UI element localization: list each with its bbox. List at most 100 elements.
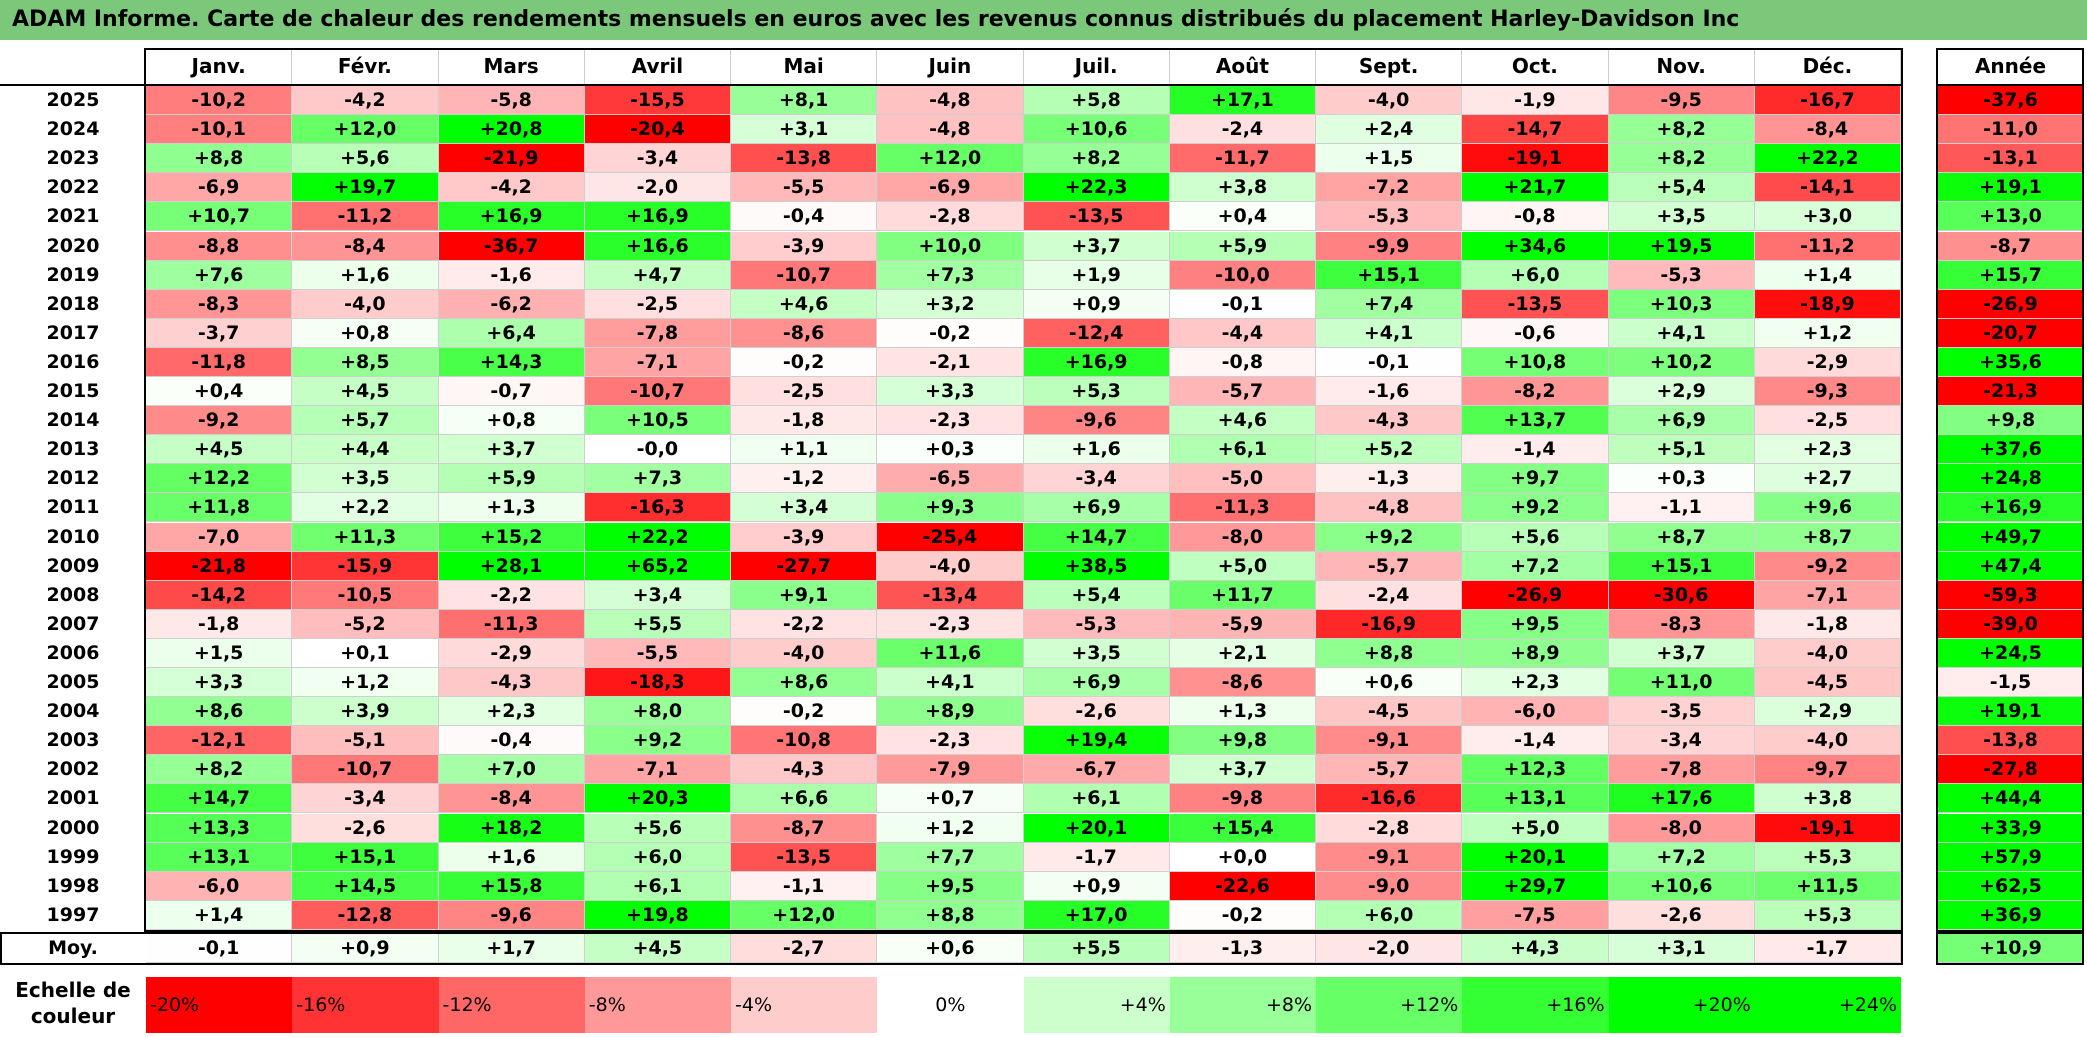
heatmap-cell: -27,7 <box>731 551 878 581</box>
average-row-label: Moy. <box>48 936 98 959</box>
heatmap-cell: -8,4 <box>1754 115 1901 145</box>
heatmap-cell: -5,2 <box>292 609 439 639</box>
heatmap-cell: +15,1 <box>1316 260 1463 290</box>
heatmap-cell: -7,9 <box>877 755 1024 785</box>
heatmap-cell: +4,1 <box>877 668 1024 698</box>
column-header: Sept. <box>1316 48 1463 84</box>
heatmap-cell: -5,8 <box>438 86 585 116</box>
heatmap-cell: -21,9 <box>438 144 585 174</box>
heatmap-cell: -18,3 <box>584 668 731 698</box>
average-cell: -2,7 <box>731 933 878 963</box>
heatmap-cell: -9,9 <box>1316 231 1463 261</box>
heatmap-cell: -6,2 <box>438 289 585 319</box>
heatmap-cell: -4,0 <box>877 551 1024 581</box>
heatmap-cell: +11,8 <box>146 493 293 523</box>
heatmap-cell: -13,4 <box>877 580 1024 610</box>
heatmap-cell: -2,6 <box>1023 697 1170 727</box>
heatmap-cell: +16,9 <box>1023 347 1170 377</box>
heatmap-cell: +4,1 <box>1608 318 1755 348</box>
heatmap-cell: -2,0 <box>584 173 731 203</box>
heatmap-cell: -16,6 <box>1316 784 1463 814</box>
heatmap-cell: +0,4 <box>1169 202 1316 232</box>
annual-cell: -27,8 <box>1938 755 2084 785</box>
heatmap-cell: -5,7 <box>1316 755 1463 785</box>
heatmap-cell: -4,8 <box>877 115 1024 145</box>
heatmap-cell: -22,6 <box>1169 871 1316 901</box>
heatmap-cell: +1,4 <box>146 900 293 930</box>
heatmap-cell: +12,3 <box>1462 755 1609 785</box>
heatmap-cell: +7,2 <box>1608 842 1755 872</box>
heatmap-cell: +4,5 <box>292 377 439 407</box>
heatmap-cell: +2,3 <box>1462 668 1609 698</box>
heatmap-cell: -14,1 <box>1754 173 1901 203</box>
annual-cell: -20,7 <box>1938 318 2084 348</box>
heatmap-cell: -6,7 <box>1023 755 1170 785</box>
column-header: Juil. <box>1024 48 1170 84</box>
heatmap-cell: +0,8 <box>292 318 439 348</box>
heatmap-cell: -7,2 <box>1316 173 1463 203</box>
heatmap-cell: -9,5 <box>1608 86 1755 116</box>
heatmap-cell: +65,2 <box>584 551 731 581</box>
heatmap-cell: -25,4 <box>877 522 1024 552</box>
heatmap-cell: -8,8 <box>146 231 293 261</box>
annual-cell: +16,9 <box>1938 493 2084 523</box>
heatmap-cell: +13,1 <box>1462 784 1609 814</box>
heatmap-cell: -18,9 <box>1754 289 1901 319</box>
heatmap-cell: -2,9 <box>438 638 585 668</box>
heatmap-cell: +9,3 <box>877 493 1024 523</box>
heatmap-cell: +12,0 <box>292 115 439 145</box>
heatmap-cell: +1,5 <box>146 638 293 668</box>
annual-cell: +47,4 <box>1938 551 2084 581</box>
heatmap-cell: +11,7 <box>1169 580 1316 610</box>
heatmap-cell: -4,0 <box>1754 638 1901 668</box>
heatmap-cell: -36,7 <box>438 231 585 261</box>
annual-cell: -1,5 <box>1938 668 2084 698</box>
heatmap-cell: +2,3 <box>1754 435 1901 465</box>
heatmap-cell: +2,7 <box>1754 464 1901 494</box>
average-cell: -0,1 <box>146 933 293 963</box>
heatmap-cell: -3,4 <box>584 144 731 174</box>
heatmap-cell: +16,6 <box>584 231 731 261</box>
heatmap-cell: -6,9 <box>146 173 293 203</box>
annual-cell: +24,5 <box>1938 638 2084 668</box>
heatmap-cell: +4,6 <box>731 289 878 319</box>
annual-cell: -11,0 <box>1938 115 2084 145</box>
heatmap-cell: +6,0 <box>584 842 731 872</box>
heatmap-cell: -9,6 <box>438 900 585 930</box>
heatmap-cell: -3,7 <box>146 318 293 348</box>
heatmap-cell: +5,9 <box>438 464 585 494</box>
heatmap-cell: -11,2 <box>292 202 439 232</box>
heatmap-cell: +2,3 <box>438 697 585 727</box>
heatmap-cell: +34,6 <box>1462 231 1609 261</box>
heatmap-cell: +14,7 <box>1023 522 1170 552</box>
heatmap-cell: -4,8 <box>1316 493 1463 523</box>
heatmap-cell: -0,1 <box>1316 347 1463 377</box>
heatmap-cell: +10,7 <box>146 202 293 232</box>
heatmap-cell: -4,3 <box>1316 406 1463 436</box>
annual-cell: +44,4 <box>1938 784 2084 814</box>
heatmap-cell: +2,1 <box>1169 638 1316 668</box>
row-year-label: 2024 <box>46 118 100 141</box>
annual-column-header: Année <box>1938 48 2084 84</box>
heatmap-cell: -0,2 <box>1169 900 1316 930</box>
heatmap-cell: -10,7 <box>584 377 731 407</box>
color-scale-swatch: -8% <box>584 977 731 1033</box>
heatmap-cell: -3,9 <box>731 522 878 552</box>
heatmap-cell: +8,9 <box>1462 638 1609 668</box>
color-scale-swatch: 0% <box>877 977 1024 1033</box>
heatmap-cell: -8,0 <box>1608 813 1755 843</box>
heatmap-cell: +8,8 <box>146 144 293 174</box>
heatmap-cell: +8,2 <box>1608 144 1755 174</box>
heatmap-cell: +22,2 <box>584 522 731 552</box>
heatmap-cell: +5,7 <box>292 406 439 436</box>
heatmap-cell: +7,6 <box>146 260 293 290</box>
heatmap-cell: +7,0 <box>438 755 585 785</box>
heatmap-cell: -12,8 <box>292 900 439 930</box>
row-year-label: 2019 <box>46 263 100 286</box>
row-year-label: 2009 <box>46 554 100 577</box>
heatmap-cell: -14,2 <box>146 580 293 610</box>
heatmap-cell: -30,6 <box>1608 580 1755 610</box>
row-year-label: 2006 <box>46 641 100 664</box>
heatmap-cell: -16,3 <box>584 493 731 523</box>
annual-cell: +19,1 <box>1938 173 2084 203</box>
